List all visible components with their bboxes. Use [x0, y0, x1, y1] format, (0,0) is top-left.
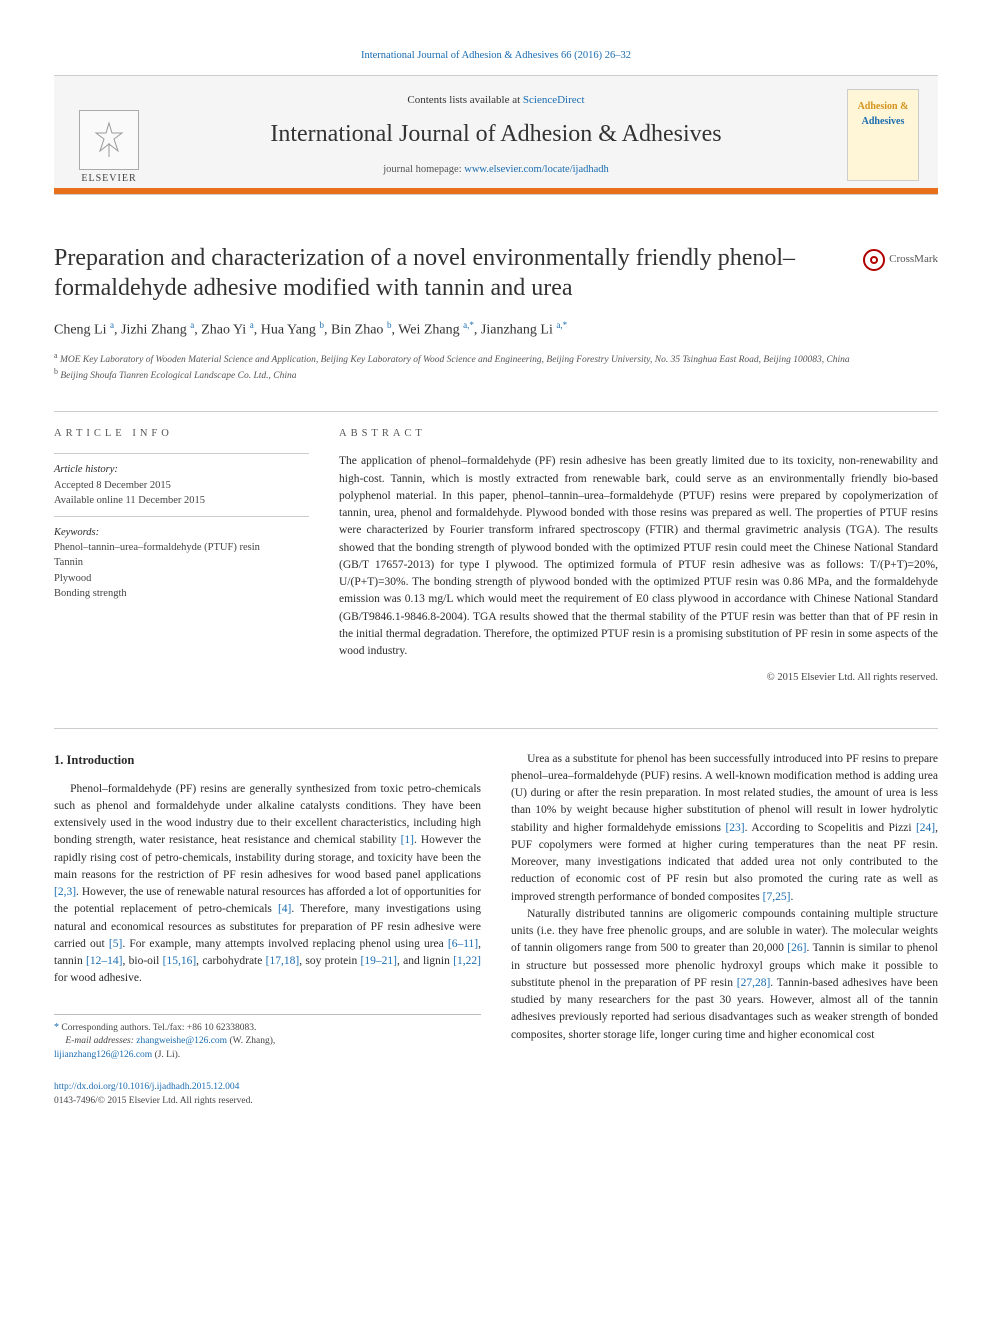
cover-line2: Adhesives [862, 115, 905, 130]
history-online: Available online 11 December 2015 [54, 493, 309, 508]
affiliations: a MOE Key Laboratory of Wooden Material … [54, 351, 938, 383]
abstract-block: abstract The application of phenol–forma… [339, 426, 938, 685]
corr-email-2-who: (J. Li). [155, 1050, 181, 1060]
corr-label: Corresponding authors. Tel./fax: +86 10 … [61, 1023, 256, 1033]
issn-line: 0143-7496/© 2015 Elsevier Ltd. All right… [54, 1095, 481, 1109]
journal-cover-thumb: Adhesion & Adhesives [847, 89, 919, 181]
keywords-label: Keywords: [54, 525, 309, 540]
contents-line: Contents lists available at ScienceDirec… [407, 93, 584, 109]
keyword: Tannin [54, 555, 309, 570]
keyword: Phenol–tannin–urea–formaldehyde (PTUF) r… [54, 540, 309, 555]
cover-line1: Adhesion & [858, 100, 909, 115]
affiliation-b: b Beijing Shoufa Tianren Ecological Land… [54, 367, 938, 383]
running-head: International Journal of Adhesion & Adhe… [54, 48, 938, 63]
doi-link[interactable]: http://dx.doi.org/10.1016/j.ijadhadh.201… [54, 1082, 239, 1092]
abstract-head: abstract [339, 426, 938, 441]
corresponding-footnote: * Corresponding authors. Tel./fax: +86 1… [54, 1014, 481, 1063]
body-column-left: 1. Introduction Phenol–formaldehyde (PF)… [54, 751, 481, 1109]
history-accepted: Accepted 8 December 2015 [54, 478, 309, 493]
affiliation-a: a MOE Key Laboratory of Wooden Material … [54, 351, 938, 367]
section-heading: 1. Introduction [54, 751, 481, 769]
abstract-copyright: © 2015 Elsevier Ltd. All rights reserved… [339, 670, 938, 685]
crossmark-label: CrossMark [889, 252, 938, 268]
corr-email-2[interactable]: lijianzhang126@126.com [54, 1050, 152, 1060]
homepage-prefix: journal homepage: [383, 164, 464, 175]
abstract-text: The application of phenol–formaldehyde (… [339, 453, 938, 660]
keyword: Plywood [54, 571, 309, 586]
corr-email-1[interactable]: zhangweishe@126.com [136, 1036, 227, 1046]
crossmark-badge[interactable]: CrossMark [863, 249, 938, 271]
elsevier-tree-icon [79, 110, 139, 170]
sciencedirect-link[interactable]: ScienceDirect [523, 94, 585, 106]
homepage-link[interactable]: www.elsevier.com/locate/ijadhadh [464, 164, 609, 175]
email-label: E-mail addresses: [65, 1036, 134, 1046]
publisher-name: ELSEVIER [81, 172, 136, 187]
paragraph: Phenol–formaldehyde (PF) resins are gene… [54, 781, 481, 988]
doi-block: http://dx.doi.org/10.1016/j.ijadhadh.201… [54, 1081, 481, 1109]
crossmark-icon [863, 249, 885, 271]
paragraph: Naturally distributed tannins are oligom… [511, 906, 938, 1044]
paragraph: Urea as a substitute for phenol has been… [511, 751, 938, 906]
history-label: Article history: [54, 462, 309, 477]
article-info-block: article info Article history: Accepted 8… [54, 426, 309, 685]
publisher-block: ELSEVIER [54, 76, 164, 194]
article-info-head: article info [54, 426, 309, 441]
banner-accent-bar [54, 188, 938, 194]
contents-prefix: Contents lists available at [407, 94, 522, 106]
author-list: Cheng Li a, Jizhi Zhang a, Zhao Yi a, Hu… [54, 319, 938, 341]
homepage-line: journal homepage: www.elsevier.com/locat… [383, 162, 609, 177]
journal-banner: ELSEVIER Contents lists available at Sci… [54, 75, 938, 195]
article-title: Preparation and characterization of a no… [54, 243, 938, 303]
corr-email-1-who: (W. Zhang), [229, 1036, 275, 1046]
keyword: Bonding strength [54, 586, 309, 601]
body-column-right: Urea as a substitute for phenol has been… [511, 751, 938, 1109]
journal-name: International Journal of Adhesion & Adhe… [270, 117, 721, 152]
